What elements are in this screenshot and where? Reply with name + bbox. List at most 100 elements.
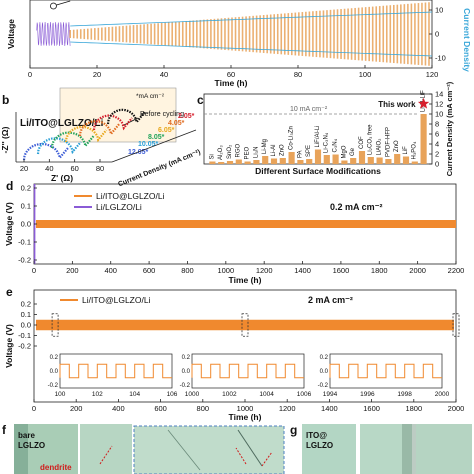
panel-b-current-label: 2.05* xyxy=(178,113,195,120)
panel-c-bar xyxy=(314,149,322,164)
panel-c-bar xyxy=(226,161,234,164)
panel-c-bar-label: SnO₂ xyxy=(227,144,233,159)
panel-e-zoom-marker xyxy=(452,313,460,337)
panel-f-dendrite-arrow-3 xyxy=(261,451,273,467)
panel-a-xlabel: Time (h) xyxy=(215,78,248,88)
panel-a-x-tick-label: 40 xyxy=(160,70,168,79)
panel-c-y-tick-label: 14 xyxy=(435,90,443,99)
panel-b-ylabel: -Z'' (Ω) xyxy=(0,126,10,153)
panel-c-bar-label: Ge xyxy=(350,147,356,156)
panel-c-bar xyxy=(350,158,357,164)
panel-b-nyquist-curve xyxy=(106,108,146,125)
panel-d-y-tick-label: 0.0 xyxy=(21,220,31,229)
panel-c-bar-label: MgO xyxy=(341,145,347,158)
panel-e-inset-x-tick-label: 1002 xyxy=(222,391,237,398)
panel-e-x-tick-label: 400 xyxy=(112,404,125,413)
panel-c-ylabel: Current Density (mA cm⁻²) xyxy=(445,81,454,176)
panel-e-inset-y-tick-label: -0.2 xyxy=(318,383,329,389)
panel-b-current-label: 10.05* xyxy=(138,141,159,148)
panel-c-bar-label: Li₂CO₃ free xyxy=(368,124,374,155)
panel-c-bar xyxy=(376,157,383,164)
panel-e-x-tick-label: 1000 xyxy=(237,404,254,413)
panel-a-x-tick-label: 120 xyxy=(426,70,439,79)
panel-g-photo-1 xyxy=(302,424,356,474)
panel-e-y-ticks: 0.20.1 0.0-0.1 -0.2 xyxy=(18,300,37,351)
panel-g: g ITO@ LGLZO xyxy=(290,423,472,474)
panel-c-bar-label: ZnO xyxy=(394,140,400,152)
panel-g-label-line2: LGLZO xyxy=(306,441,333,450)
panel-c-bar xyxy=(270,158,278,164)
panel-b-before-cycling: Before cycling xyxy=(140,111,184,118)
panel-c-bar-label: Al₂O₃ xyxy=(218,145,224,160)
panel-e-x-tick-label: 600 xyxy=(154,404,167,413)
panel-d-x-tick-label: 1000 xyxy=(217,266,234,275)
panel-c-bar-label: C₃N₄ xyxy=(332,138,338,152)
panel-g-photo-shade xyxy=(402,424,416,474)
panel-b-x-tick-label: 80 xyxy=(96,164,104,173)
panel-b-current-label: 6.05* xyxy=(158,127,175,134)
panel-b-current-label: 8.05* xyxy=(148,134,165,141)
panel-c: c10 mA cm⁻²Si Al₂O₃ SnO₂ RGO PEO Li₃N Li-Mg Li-… xyxy=(197,81,454,176)
panel-a-y-tick-label: 0 xyxy=(435,30,439,39)
panel-e-inset-x-tick-label: 1994 xyxy=(323,391,338,398)
panel-c-y-tick-label: 2 xyxy=(435,150,439,159)
panel-e-inset-y-tick-label: 0.0 xyxy=(182,369,191,375)
panel-e-xlabel: Time (h) xyxy=(229,412,262,422)
panel-e-insets: 100 102 104 106 0.2 0.0 -0.2 1000 1002 1004 1006 0.… xyxy=(48,353,450,398)
panel-c-bar-label: PA xyxy=(297,150,303,158)
panel-a-x-tick-label: 80 xyxy=(294,70,302,79)
panel-d-x-tick-label: 1200 xyxy=(256,266,273,275)
panel-d-y-tick-label: -0.1 xyxy=(18,238,31,247)
panel-d-series-ito xyxy=(36,220,456,228)
panel-c-bar xyxy=(394,154,401,164)
panel-a-x-tick-label: 60 xyxy=(227,70,235,79)
panel-e-plot xyxy=(36,313,460,337)
panel-c-y-tick-label: 6 xyxy=(435,130,439,139)
panel-e-inset-y-tick-label: 0.0 xyxy=(50,369,59,375)
panel-f-photo-1-shade xyxy=(14,424,28,474)
panel-a-frame xyxy=(29,0,433,69)
panel-a-ylabel-left: Voltage xyxy=(6,19,16,49)
panel-c-bar-label: Co-Li₃Zn xyxy=(288,126,294,150)
panel-c-xlabel: Different Surface Modifications xyxy=(255,166,381,176)
panel-b-nyquist-curve xyxy=(36,137,82,155)
panel-b-current-label: 12.05* xyxy=(128,149,149,156)
panel-d-x-tick-label: 0 xyxy=(32,266,36,275)
panel-e-inset-square-wave xyxy=(329,363,442,379)
panel-f-dendrite-arrow-2 xyxy=(235,447,247,465)
panel-b-nyquist-curve xyxy=(50,131,95,149)
panel-d-x-tick-label: 400 xyxy=(104,266,117,275)
panel-b-cell-label: Li/ITO@LGLZO/Li xyxy=(20,118,104,129)
panel-c-bar xyxy=(358,151,366,164)
panel-c-plot: c10 mA cm⁻²Si Al₂O₃ SnO₂ RGO PEO Li₃N Li-Mg Li-… xyxy=(197,81,454,176)
panel-a-series-initial xyxy=(36,21,71,47)
panel-c-this-work-label: This work xyxy=(378,100,416,109)
panel-e-y-tick-label: 0.2 xyxy=(21,300,31,309)
panel-c-bar-label: Li-C₃N₄ xyxy=(324,132,330,153)
panel-c-letter: c xyxy=(197,93,204,107)
panel-c-bar-label: H₃PO₄ xyxy=(412,141,418,159)
panel-e-legend-label: Li/ITO@LGLZO/Li xyxy=(82,295,151,305)
panel-e-inset-x-tick-label: 100 xyxy=(55,391,66,398)
panel-c-bar xyxy=(385,159,392,164)
panel-c-bar xyxy=(209,161,216,164)
panel-b: b Li/ITO@LGLZO/Li *mA cm⁻² Before cyclin… xyxy=(0,87,202,188)
panel-e-x-tick-label: 1600 xyxy=(363,404,380,413)
panel-e-y-tick-label: 0.1 xyxy=(21,310,31,319)
panel-a-y-right-ticks: 10 0 -10 xyxy=(429,6,446,63)
panel-e-inset-x-tick-label: 1004 xyxy=(259,391,274,398)
panel-c-this-work-star xyxy=(417,97,430,109)
panel-c-bar xyxy=(297,160,304,164)
panel-a-y-tick-label: -10 xyxy=(435,54,446,63)
panel-c-bar-label: Li-Al xyxy=(271,144,277,156)
panel-c-bar xyxy=(218,162,225,164)
panel-c-bar-label: RGO xyxy=(236,144,242,158)
panel-b-x-ticks: 20 40 60 80 xyxy=(20,159,104,173)
panel-d-legend-label-2: Li/LGLZO/Li xyxy=(96,202,142,212)
panel-d-ylabel: Voltage (V) xyxy=(4,202,14,246)
panel-c-bar-label: LiF/Al-Li xyxy=(315,125,321,147)
panel-b-letter: b xyxy=(2,93,9,107)
panel-c-bar-label: SPE xyxy=(306,145,312,157)
panel-d-y-tick-label: 0.1 xyxy=(21,202,31,211)
